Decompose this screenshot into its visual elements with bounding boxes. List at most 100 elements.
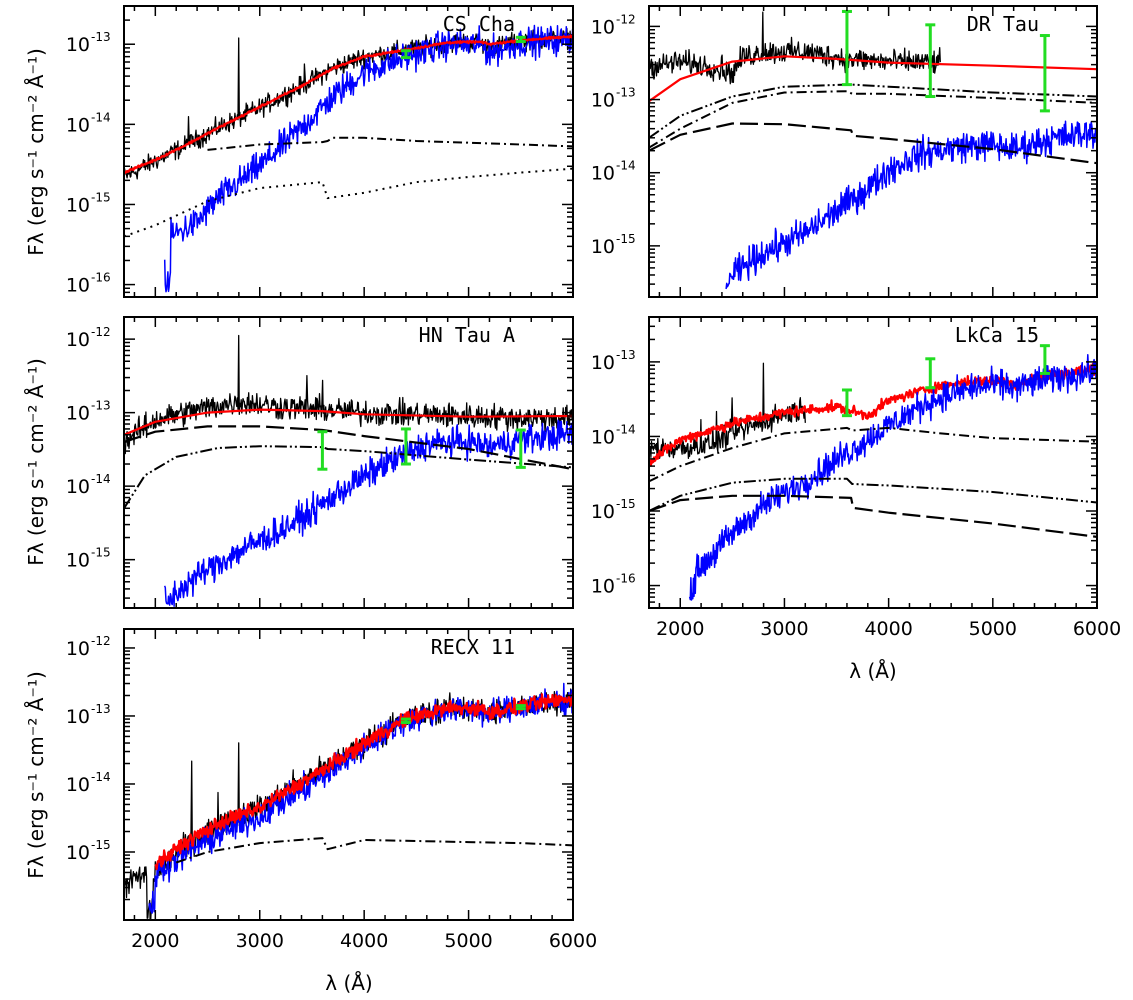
y-tick-label-exponent: -13 [91,702,111,716]
photometry-errorbar-2 [1039,34,1050,113]
photometry-errorbar-1 [925,23,936,99]
y-tick-label: 10 [591,352,615,374]
series-line-3 [649,426,1097,483]
y-tick-label: 10 [591,16,615,38]
series-line-1 [163,24,573,293]
y-tick-label-exponent: -14 [91,110,111,124]
series-line-4 [649,90,1097,149]
panel-3: 2000 3000 4000 5000 600010-1610-1510-1410-13… [591,316,1121,640]
series-line-5 [649,494,1097,538]
axes-frame [648,5,1098,298]
y-axis-label-bottom: Fλ (erg s⁻¹ cm⁻² Å⁻¹) [24,671,48,879]
y-tick-label-exponent: -15 [91,190,111,204]
y-tick-label-exponent: -13 [91,30,111,44]
y-tick-label: 10 [66,403,90,425]
series-line-0 [124,334,573,455]
y-tick-label: 10 [66,706,90,728]
panel-title: LkCa 15 [955,323,1039,347]
plot-area [124,682,573,920]
y-tick-label-exponent: -15 [91,838,111,852]
photometry-errorbar-2 [1039,344,1050,375]
x-tick-label: 6000 [1073,618,1121,640]
series-line-2 [688,354,1097,601]
y-tick-label-exponent: -12 [91,634,111,648]
y-tick-label-exponent: -14 [616,159,636,173]
photometry-errorbar-1 [515,35,526,44]
y-axis-label-top: Fλ (erg s⁻¹ cm⁻² Å⁻¹) [24,48,48,256]
axes-frame [123,5,574,298]
x-tick-label: 4000 [340,930,388,952]
y-tick-label-exponent: -16 [616,572,636,586]
panel-4: 2000 3000 4000 5000 600010-1510-1410-1310-12… [66,628,597,952]
y-tick-label-exponent: -15 [91,546,111,560]
y-tick-label-exponent: -13 [616,86,636,100]
x-tick-label: 3000 [760,618,808,640]
x-axis-label-bottom: λ (Å) [325,971,372,995]
y-tick-label: 10 [66,842,90,864]
photometry-errorbar-0 [400,49,411,60]
y-tick-label: 10 [66,275,90,297]
series-line-0 [649,11,941,85]
series-line-1 [124,408,573,436]
series-line-0 [124,27,573,180]
y-tick-label-exponent: -14 [91,472,111,486]
y-tick-label: 10 [591,163,615,185]
series-line-4 [124,445,573,509]
y-tick-label-exponent: -12 [91,325,111,339]
y-tick-label: 10 [66,114,90,136]
y-tick-label: 10 [591,90,615,112]
panel-title: DR Tau [967,12,1039,36]
y-tick-label: 10 [66,194,90,216]
plot-area [124,334,573,607]
series-line-2 [163,419,573,607]
photometry-errorbar-0 [317,430,328,471]
y-tick-label-exponent: -14 [616,422,636,436]
y-tick-label: 10 [66,550,90,572]
x-tick-label: 6000 [549,930,597,952]
panel-title: HN Tau A [419,323,515,347]
series-line-1 [148,682,573,914]
series-line-3 [207,136,573,151]
panel-title: RECX 11 [431,635,515,659]
plot-area [649,9,1097,290]
y-tick-label: 10 [591,501,615,523]
x-axis-label-right: λ (Å) [849,659,896,683]
y-tick-label: 10 [591,236,615,258]
y-axis-label-middle: Fλ (erg s⁻¹ cm⁻² Å⁻¹) [24,358,48,566]
series-line-3 [649,83,1097,139]
axes-frame [123,628,574,921]
photometry-errorbar-0 [400,717,411,725]
series-line-4 [124,167,573,238]
y-tick-label-exponent: -13 [91,399,111,413]
series-line-3 [175,837,573,864]
x-tick-label: 5000 [969,618,1017,640]
axes-frame [123,316,574,609]
y-tick-label: 10 [66,476,90,498]
series-line-4 [649,477,1097,512]
x-tick-label: 5000 [444,930,492,952]
x-tick-label: 2000 [656,618,704,640]
y-tick-label: 10 [66,638,90,660]
x-tick-label: 2000 [131,930,179,952]
y-tick-label: 10 [66,329,90,351]
y-tick-label-exponent: -12 [616,12,636,26]
series-line-1 [649,55,1097,103]
y-tick-label-exponent: -13 [616,348,636,362]
y-tick-label-exponent: -15 [616,497,636,511]
y-tick-label-exponent: -16 [91,271,111,285]
photometry-errorbar-0 [841,388,852,418]
series-line-0 [124,688,573,920]
series-line-5 [649,122,1097,165]
series-line-3 [124,425,573,471]
x-tick-label: 4000 [864,618,912,640]
panel-title: CS Cha [443,12,515,36]
photometry-errorbar-1 [400,427,411,466]
y-tick-label: 10 [591,426,615,448]
photometry-errorbar-1 [925,357,936,390]
plot-area [124,24,573,293]
